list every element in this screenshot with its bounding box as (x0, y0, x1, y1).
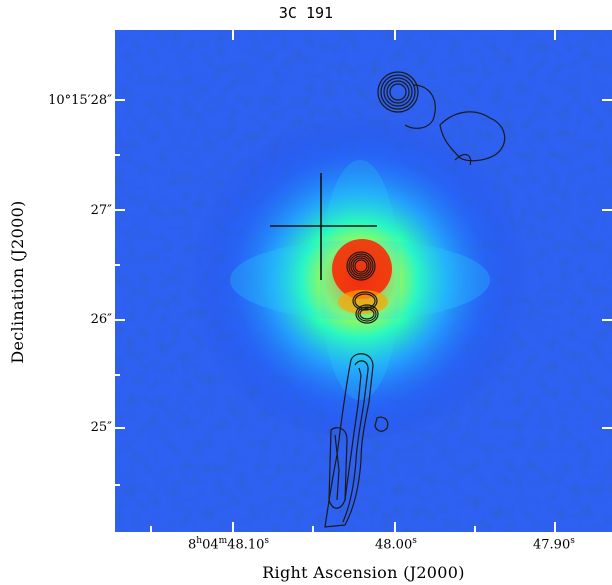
xray-image (115, 30, 612, 532)
figure-title: 3C 191 (278, 4, 334, 22)
y-axis-label: Declination (J2000) (8, 200, 27, 364)
position-cross (270, 173, 377, 280)
contours (324, 71, 506, 528)
x-tick-label: 8h04m48.10s (188, 536, 270, 553)
y-tick-label: 27″ (90, 203, 112, 218)
core-red (332, 239, 392, 299)
x-tick-label: 47.90s (533, 536, 575, 553)
x-tick-label: 48.00s (375, 536, 417, 553)
axis-ticks (115, 30, 612, 532)
y-tick-label: 10°15′28″ (48, 93, 112, 108)
y-tick-label: 26″ (90, 312, 112, 327)
image-panel (115, 30, 612, 532)
x-axis-label: Right Ascension (J2000) (262, 563, 465, 582)
y-tick-label: 25″ (90, 420, 112, 435)
